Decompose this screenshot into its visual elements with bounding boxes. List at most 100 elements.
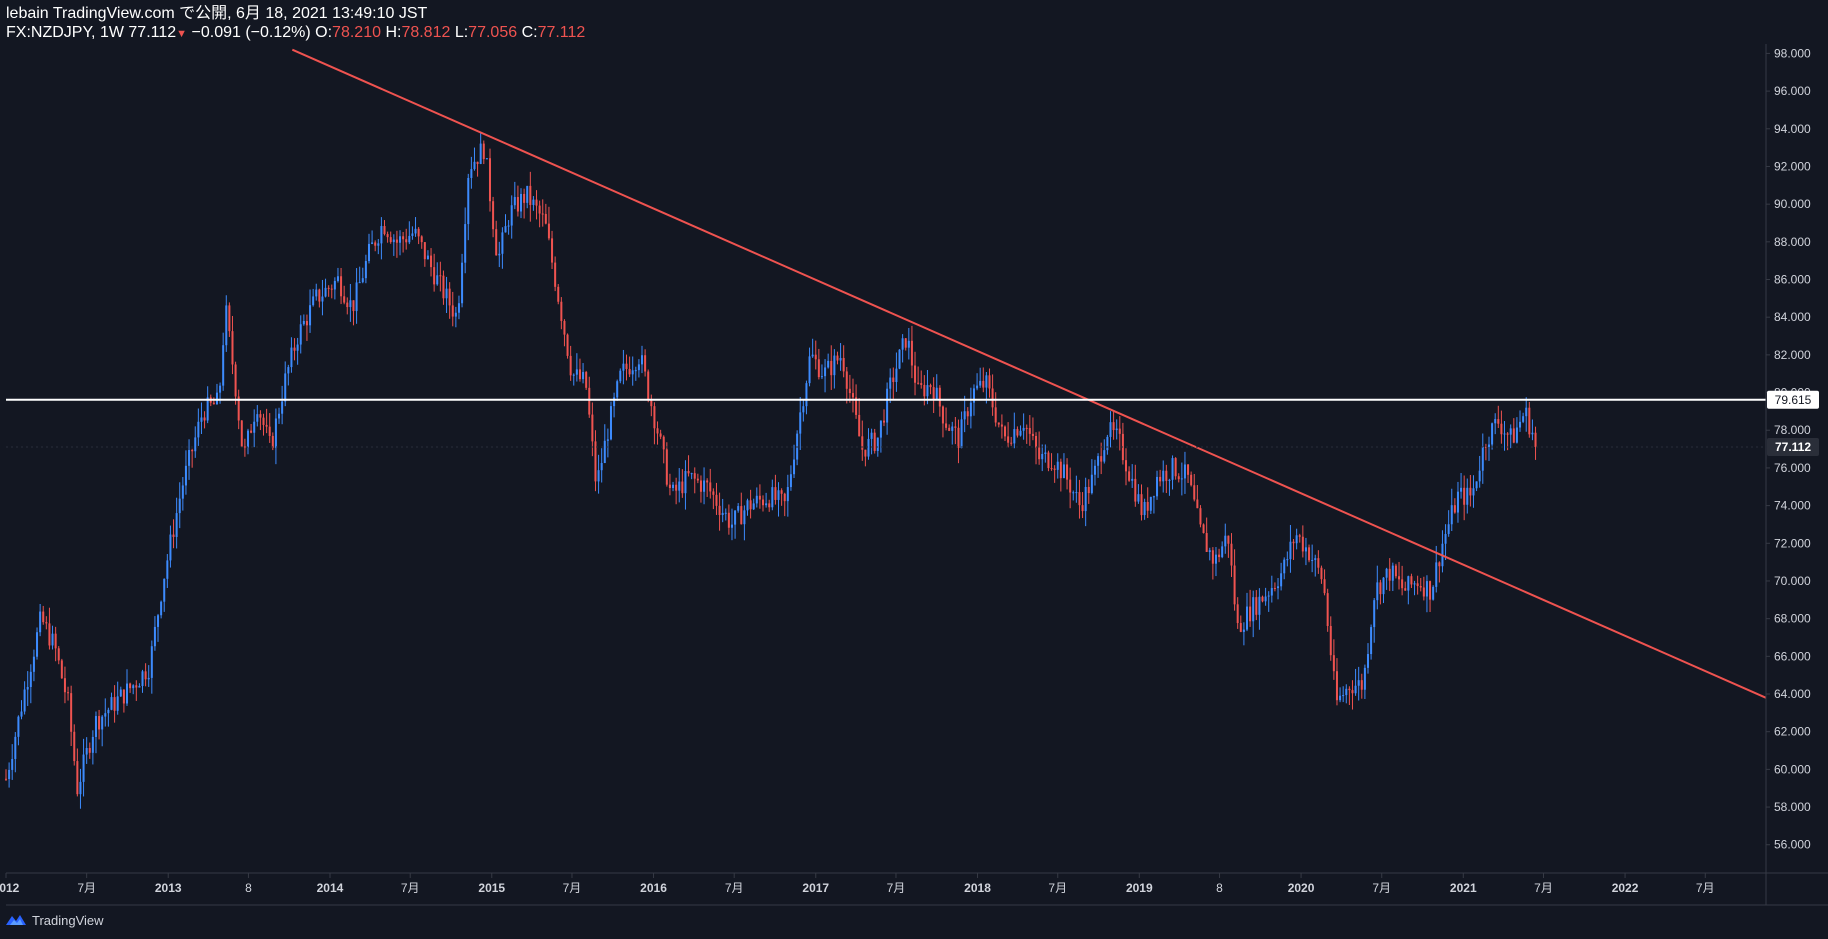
candle-up (1385, 568, 1388, 578)
candle-down (1069, 479, 1072, 493)
candle-up (197, 421, 200, 438)
candle-down (262, 417, 265, 425)
candle-up (886, 388, 889, 423)
candle-down (647, 371, 650, 400)
candle-down (1429, 581, 1432, 600)
candle-down (997, 422, 1000, 425)
price-tick-label: 56.000 (1774, 838, 1811, 852)
candle-down (1394, 565, 1397, 577)
candle-down (1159, 476, 1162, 482)
candle-down (237, 396, 240, 421)
candle-up (634, 370, 637, 372)
candle-up (926, 385, 929, 397)
candle-up (1137, 494, 1140, 502)
candle-up (600, 463, 603, 471)
candle-up (219, 385, 222, 393)
candle-down (1066, 464, 1069, 480)
candle-down (662, 436, 665, 450)
candle-up (125, 683, 129, 704)
candle-up (1435, 562, 1438, 587)
candle-up (1267, 595, 1270, 597)
candle-up (1472, 488, 1475, 496)
symbol-name[interactable]: FX:NZDJPY, 1W (6, 24, 124, 41)
candle-up (194, 437, 197, 452)
candle-down (551, 238, 554, 263)
candle-up (485, 158, 488, 160)
candle-down (1410, 576, 1413, 585)
candle-up (1376, 582, 1379, 601)
candle-up (79, 781, 82, 795)
candle-up (1171, 458, 1174, 480)
candle-down (758, 495, 761, 500)
candle-up (256, 414, 259, 422)
candle-down (830, 360, 833, 376)
candle-up (8, 769, 11, 780)
candle-up (91, 736, 94, 753)
candle-up (1522, 416, 1525, 422)
candle-up (985, 375, 988, 388)
candle-up (138, 686, 141, 688)
candle-up (1022, 427, 1025, 431)
candle-down (129, 683, 132, 689)
candle-down (327, 287, 330, 289)
candle-up (1366, 654, 1370, 668)
candle-down (1534, 432, 1537, 447)
candle-up (101, 716, 104, 730)
candle-up (746, 500, 749, 511)
candle-down (423, 242, 426, 260)
price-tick-label: 86.000 (1774, 273, 1811, 287)
candle-up (287, 367, 290, 374)
candle-up (184, 465, 187, 486)
candle-up (181, 485, 184, 499)
candle-up (336, 276, 339, 281)
candle-up (361, 278, 364, 283)
candle-up (1478, 470, 1481, 482)
price-tick-label: 62.000 (1774, 725, 1811, 739)
candle-up (786, 487, 789, 502)
time-tick-label: 2015 (478, 881, 505, 895)
candle-down (628, 368, 631, 375)
candle-up (951, 426, 954, 431)
candle-down (340, 276, 343, 297)
candle-up (1525, 407, 1528, 417)
candle-down (994, 407, 997, 423)
time-tick-label: 2020 (1288, 881, 1315, 895)
candle-down (73, 731, 76, 762)
candle-up (808, 356, 811, 384)
candle-up (765, 503, 768, 506)
candle-up (1456, 491, 1459, 513)
time-tick-label: 8 (245, 881, 252, 895)
price-tick-label: 94.000 (1774, 122, 1811, 136)
candle-up (1252, 597, 1255, 622)
candle-down (122, 689, 125, 704)
candle-down (234, 364, 237, 397)
candle-up (641, 355, 644, 365)
candle-up (153, 626, 156, 647)
candle-down (259, 414, 262, 418)
candle-up (39, 611, 42, 633)
candle-down (554, 262, 557, 287)
footer-brand[interactable]: TradingView (32, 912, 104, 928)
candle-down (430, 255, 433, 268)
candle-up (1503, 433, 1506, 435)
time-tick-label: 8 (1216, 881, 1223, 895)
candle-up (771, 487, 774, 508)
candle-down (228, 305, 231, 332)
candle-down (650, 399, 653, 407)
candle-down (1047, 452, 1050, 469)
candle-down (1196, 499, 1199, 509)
time-tick-label: 2016 (640, 881, 667, 895)
horizontal-line-price-label: 79.615 (1775, 393, 1812, 407)
candle-down (1087, 486, 1090, 494)
candle-up (1090, 474, 1093, 494)
candle-down (668, 484, 671, 489)
candle-up (119, 689, 122, 697)
candle-up (1156, 476, 1159, 497)
candle-down (48, 623, 51, 646)
candle-up (82, 754, 85, 782)
candle-down (1512, 428, 1515, 443)
candle-down (1261, 596, 1264, 602)
